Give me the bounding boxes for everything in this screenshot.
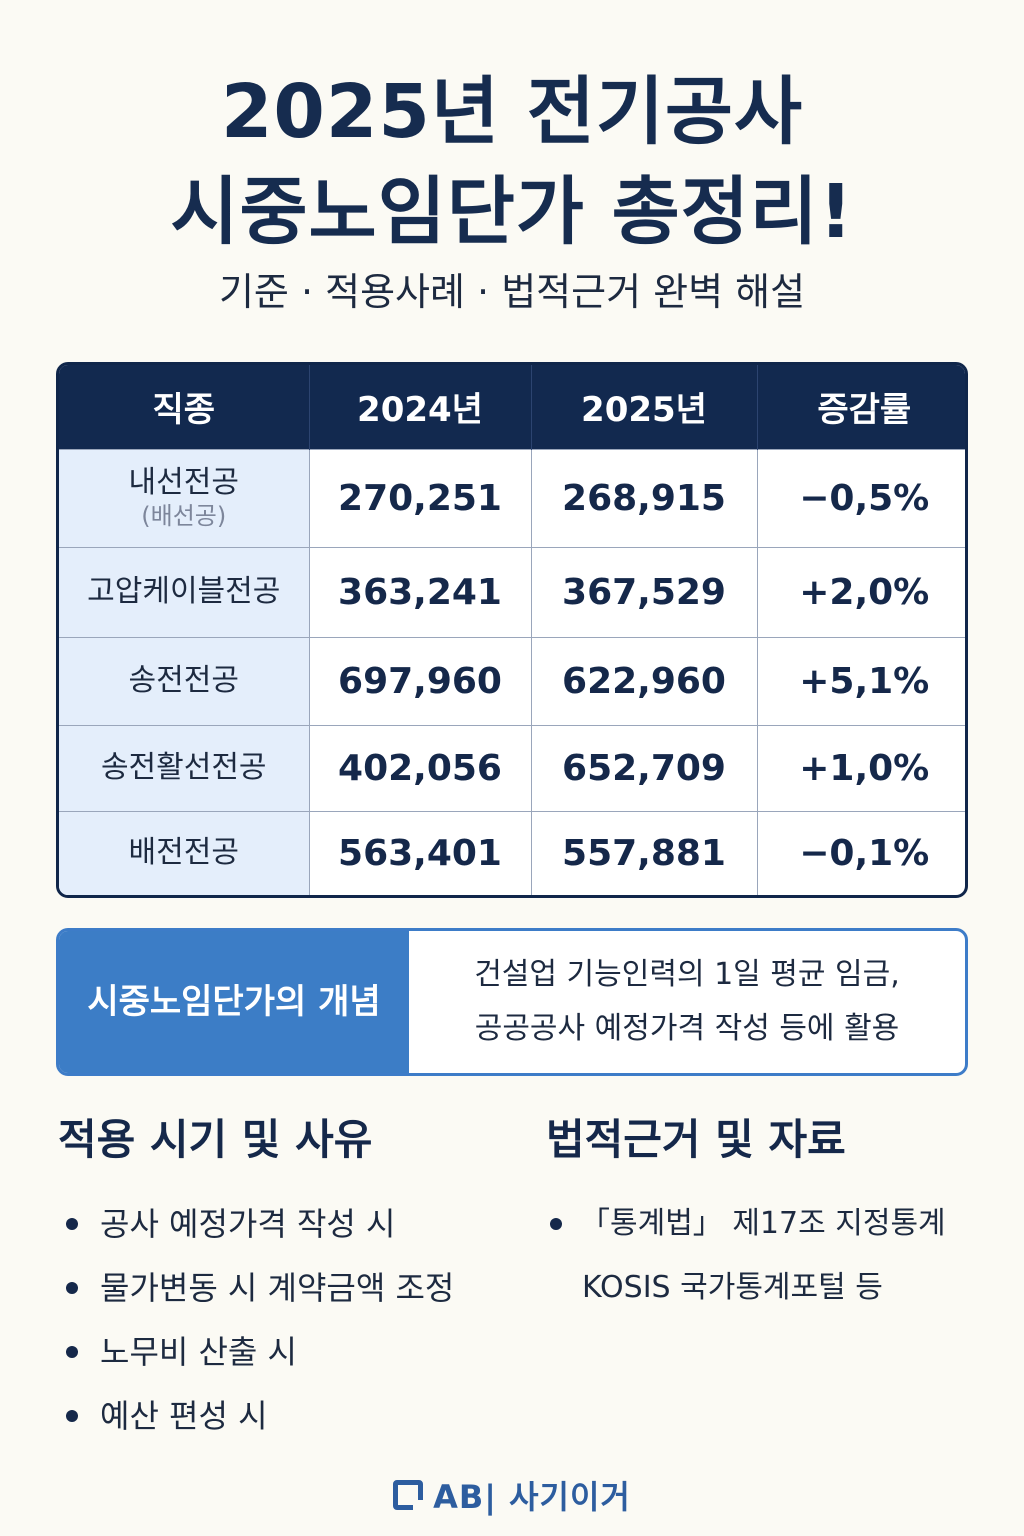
header-2025: 2025년 [531,365,758,449]
value-2025: 557,881 [531,810,758,895]
change-rate: −0,1% [757,810,965,895]
value-2024: 563,401 [309,810,532,895]
change-rate: +5,1% [757,636,965,725]
value-2025: 652,709 [531,724,758,811]
application-heading: 적용 시기 및 사유 [58,1115,373,1164]
legal-section: 법적근거 및 자료 「통계법」 제17조 지정통계 KOSIS 국가통계포털 등 [546,1112,986,1320]
concept-box: 시중노임단가의 개념 건설업 기능인력의 1일 평균 임금, 공공공사 예정가격… [56,928,968,1076]
concept-line-1: 건설업 기능인력의 1일 평균 임금, [474,957,900,992]
job-cell: 고압케이블전공 [59,546,310,637]
concept-label: 시중노임단가의 개념 [59,931,409,1073]
bullet-icon [550,1218,562,1230]
application-section: 적용 시기 및 사유 공사 예정가격 작성 시 물가변동 시 계약금액 조정 노… [58,1112,528,1448]
page-subtitle: 기준 · 적용사례 · 법적근거 완벽 해설 [218,270,806,314]
job-subname: (배선공) [141,502,227,530]
list-item-text: 「통계법」 제17조 지정통계 [580,1206,946,1241]
wage-table: 직종 2024년 2025년 증감률 내선전공 (배선공) 270,251 26… [56,362,968,898]
bullet-icon [66,1346,78,1358]
table-row: 내선전공 (배선공) 270,251 268,915 −0,5% [59,448,965,547]
change-rate: −0,5% [757,448,965,547]
concept-description: 건설업 기능인력의 1일 평균 임금, 공공공사 예정가격 작성 등에 활용 [409,931,965,1073]
legal-heading: 법적근거 및 자료 [546,1115,846,1164]
table-row: 배전전공 563,401 557,881 −0,1% [59,810,965,895]
footer-logo: AB| 사기이거 [0,1470,1024,1520]
list-item-text: 물가변동 시 계약금액 조정 [100,1269,455,1307]
list-item-text: 예산 편성 시 [100,1397,268,1435]
list-item-text: 공사 예정가격 작성 시 [100,1205,396,1243]
brand-name: AB| 사기이거 [433,1478,631,1516]
page-title: 2025년 전기공사 시중노임단가 총정리! [0,62,1024,262]
job-name: 송전활선전공 [100,750,267,785]
application-list: 공사 예정가격 작성 시 물가변동 시 계약금액 조정 노무비 산출 시 예산 … [58,1192,528,1448]
job-name: 내선전공 [128,465,239,500]
table-row: 송전활선전공 402,056 652,709 +1,0% [59,724,965,811]
value-2025: 268,915 [531,448,758,547]
header-change: 증감률 [817,390,912,431]
header-job: 직종 [59,365,310,449]
logo-icon [393,1480,426,1512]
value-2024: 697,960 [309,636,532,725]
title-line-1: 2025년 전기공사 [220,69,804,155]
job-name: 배전전공 [128,835,239,871]
value-2024: 270,251 [309,448,532,547]
bullet-icon [66,1218,78,1230]
bullet-icon [66,1282,78,1294]
job-cell: 송전활선전공 [59,724,310,811]
value-2024: 363,241 [309,546,532,637]
concept-line-2: 공공공사 예정가격 작성 등에 활용 [474,1011,900,1046]
change-rate: +1,0% [757,724,965,811]
value-2025: 622,960 [531,636,758,725]
bullet-icon [66,1410,78,1422]
list-item: 공사 예정가격 작성 시 [58,1192,528,1256]
job-cell: 배전전공 [59,810,310,895]
value-2025: 367,529 [531,546,758,637]
list-item-text: 노무비 산출 시 [100,1333,297,1371]
table-header-row: 직종 2024년 2025년 증감률 [59,365,965,449]
list-item: 물가변동 시 계약금액 조정 [58,1256,528,1320]
job-cell: 송전전공 [59,636,310,725]
legal-list: 「통계법」 제17조 지정통계 [546,1192,986,1256]
table-row: 고압케이블전공 363,241 367,529 +2,0% [59,546,965,637]
job-cell: 내선전공 (배선공) [59,448,310,547]
list-item: 예산 편성 시 [58,1384,528,1448]
value-2024: 402,056 [309,724,532,811]
list-item: 노무비 산출 시 [58,1320,528,1384]
list-item: 「통계법」 제17조 지정통계 [546,1192,986,1256]
table-row: 송전전공 697,960 622,960 +5,1% [59,636,965,725]
header-2024: 2024년 [309,365,532,449]
job-name: 고압케이블전공 [87,574,281,609]
legal-continuation: KOSIS 국가통계포털 등 [582,1270,883,1305]
change-rate: +2,0% [757,546,965,637]
job-name: 송전전공 [128,663,239,698]
title-line-2: 시중노임단가 총정리! [170,169,854,255]
